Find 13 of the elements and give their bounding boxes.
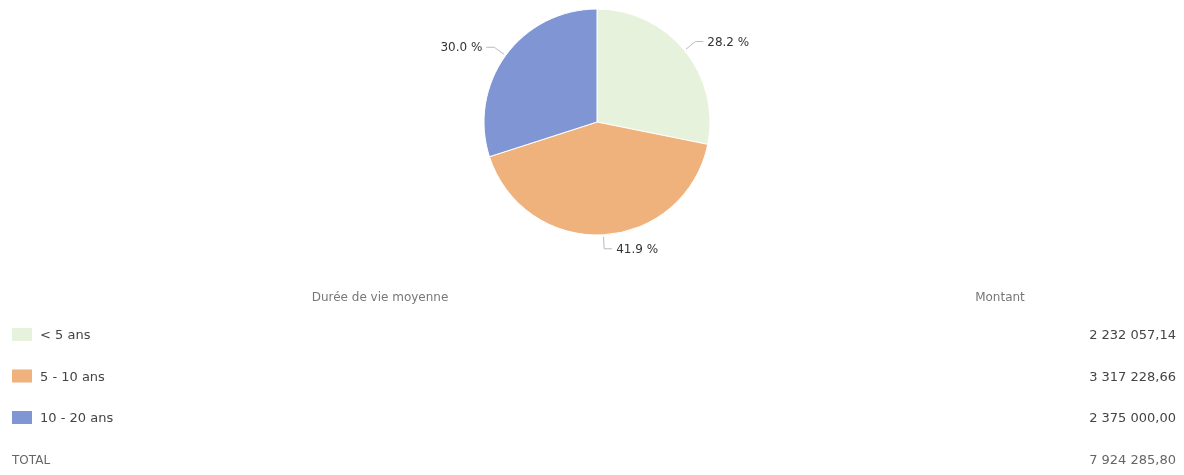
legend-label: < 5 ans [40,327,91,342]
text: 3 317 228,66 [1089,368,1176,384]
text: 2 232 057,14 [1089,327,1176,342]
legend-label: 10 - 20 ans [40,410,114,425]
text: 7 924 285,80 [1089,451,1176,467]
data-label: 28.2 % [707,34,750,49]
data-label: 41.9 % [616,241,659,256]
legend-label: 5 - 10 ans [40,368,106,384]
text: Durée de vie moyenne [311,290,449,304]
text: 2 375 000,00 [1089,410,1176,425]
text: Montant [975,290,1026,304]
text: TOTAL [11,452,51,467]
data-label: 30.0 % [440,40,483,55]
